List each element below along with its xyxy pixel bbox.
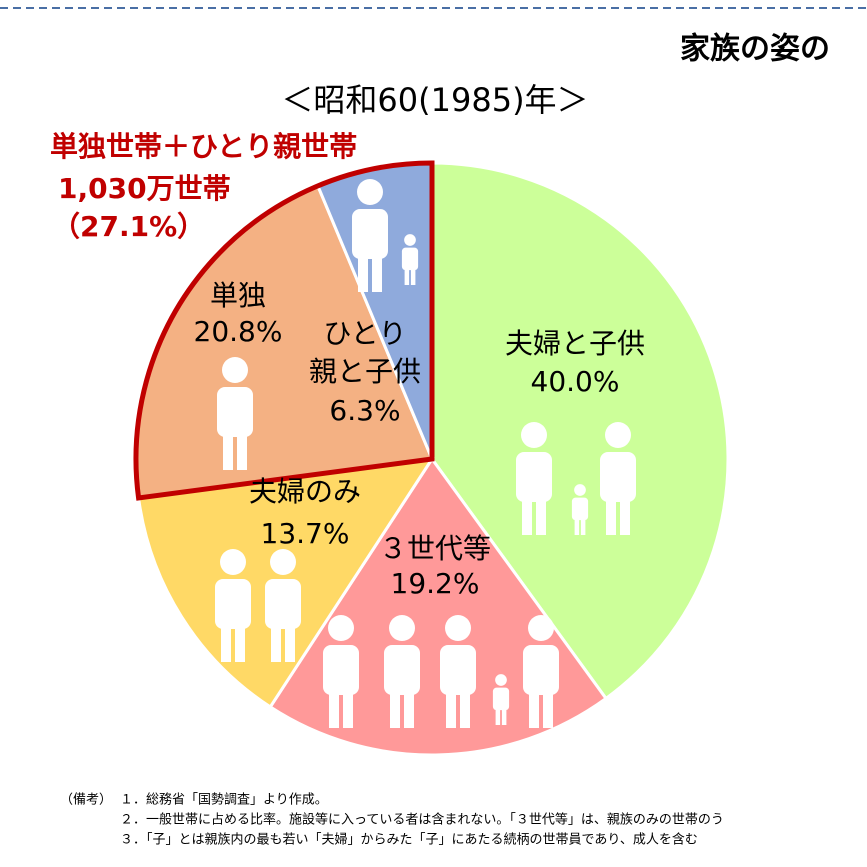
person-icon (492, 687, 510, 711)
value-label: 40.0% (531, 365, 620, 398)
person-icon (600, 452, 636, 502)
person-icon (220, 549, 246, 575)
person-icon (440, 645, 476, 695)
person-icon (222, 357, 248, 383)
person-icon (580, 514, 586, 535)
slice-label: 夫婦のみ (249, 475, 361, 508)
person-icon (404, 234, 416, 246)
pie-slice (430, 161, 730, 701)
person-icon (237, 425, 247, 470)
person-icon (343, 683, 353, 728)
person-icon (574, 484, 586, 496)
person-icon (401, 247, 419, 271)
person-icon (384, 645, 420, 695)
person-icon (404, 683, 414, 728)
person-icon (446, 683, 456, 728)
person-icon (352, 209, 388, 259)
person-icon (495, 674, 507, 686)
person-icon (357, 179, 383, 205)
person-icon (217, 387, 253, 437)
value-label: 19.2% (391, 567, 480, 600)
slice-label: 夫婦と子供 (505, 327, 645, 360)
person-icon (270, 549, 296, 575)
person-icon (529, 683, 539, 728)
person-icon (223, 425, 233, 470)
person-icon (358, 247, 368, 292)
person-icon (528, 615, 554, 641)
person-icon (495, 704, 501, 725)
person-icon (516, 452, 552, 502)
person-icon (620, 490, 630, 535)
value-label: 20.8% (194, 315, 283, 348)
note: ３．「子」とは親族内の最も若い「夫婦」からみた「子」にあたる続柄の世帯員であり、… (120, 832, 698, 848)
highlight-outline (133, 160, 435, 501)
person-icon (221, 617, 231, 662)
person-icon (521, 422, 547, 448)
person-icon (574, 514, 580, 535)
chart-title: 家族の姿の (680, 32, 830, 67)
person-icon (235, 617, 245, 662)
person-icon (605, 422, 631, 448)
person-icon (285, 617, 295, 662)
person-icon (460, 683, 470, 728)
notes-label: （備考） (60, 792, 112, 808)
note: １．総務省「国勢調査」より作成。 (120, 793, 328, 808)
highlight-label: 単独世帯＋ひとり親世帯 (50, 130, 357, 163)
person-icon (571, 497, 589, 521)
slice-label: 単独 (210, 279, 266, 312)
value-label: 13.7% (261, 517, 350, 550)
person-icon (543, 683, 553, 728)
person-icon (523, 645, 559, 695)
person-icon (323, 645, 359, 695)
value-label: 6.3% (329, 394, 400, 427)
person-icon (522, 490, 532, 535)
note: ２．一般世帯に占める比率。施設等に入っている者は含まれない。「３世代等」は、親族… (120, 812, 724, 828)
slice-label: ３世代等 (379, 532, 491, 565)
person-icon (389, 615, 415, 641)
person-icon (410, 264, 416, 285)
person-icon (271, 617, 281, 662)
chart-subtitle: ＜昭和60(1985)年＞ (281, 81, 588, 119)
person-icon (606, 490, 616, 535)
person-icon (404, 264, 410, 285)
person-icon (328, 615, 354, 641)
highlight-label: （27.1%） (52, 210, 205, 243)
person-icon (265, 579, 301, 629)
person-icon (215, 579, 251, 629)
highlight-label: 1,030万世帯 (58, 172, 231, 205)
person-icon (445, 615, 471, 641)
person-icon (390, 683, 400, 728)
person-icon (501, 704, 507, 725)
person-icon (372, 247, 382, 292)
icons (215, 179, 636, 728)
slice-label: ひとり親と子供 (309, 317, 421, 388)
person-icon (329, 683, 339, 728)
person-icon (536, 490, 546, 535)
